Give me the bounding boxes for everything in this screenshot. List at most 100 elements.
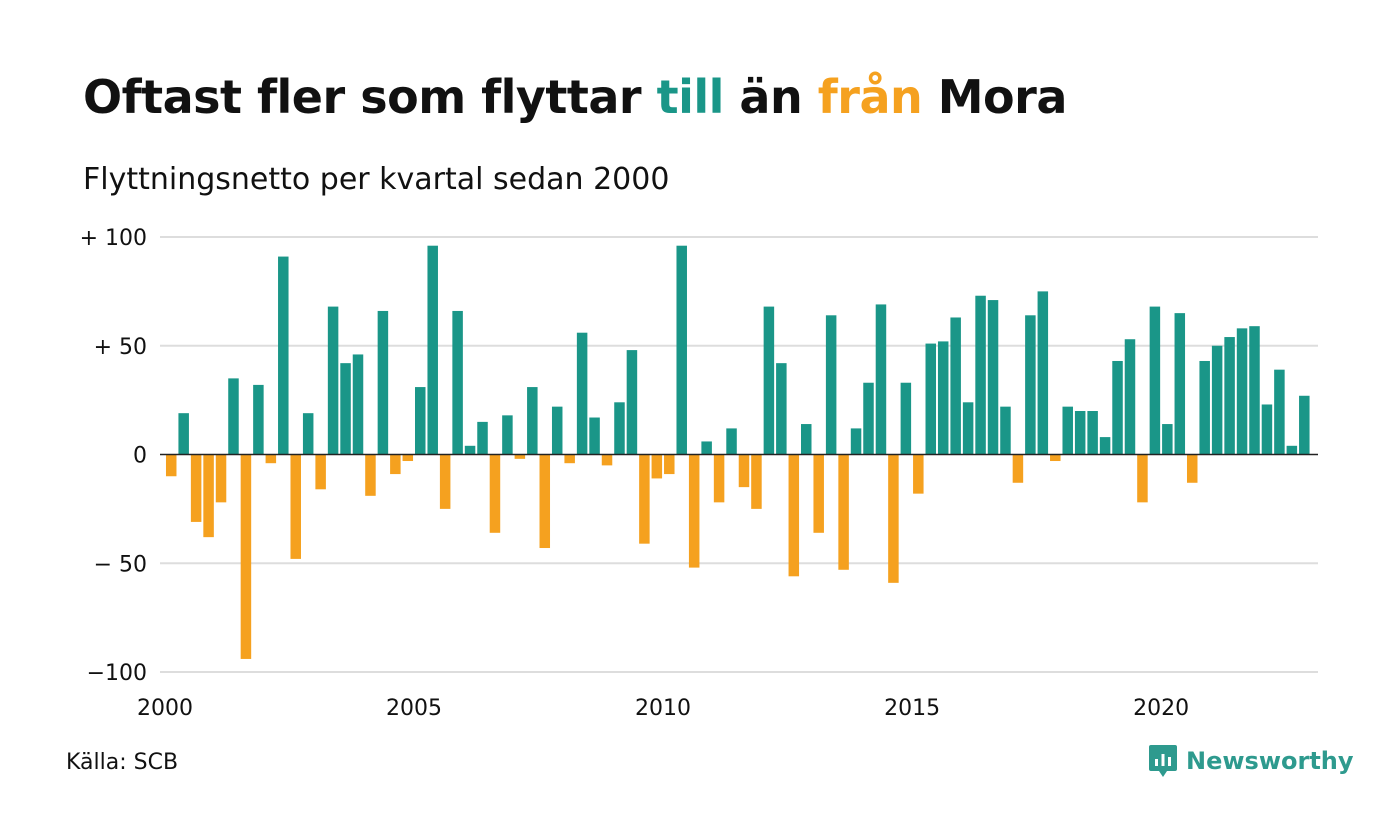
bar-positive xyxy=(925,343,937,455)
x-tick-label: 2015 xyxy=(884,696,940,721)
bar-negative xyxy=(813,454,824,533)
bar-positive xyxy=(178,413,189,455)
bar-positive xyxy=(1112,360,1123,455)
bar-positive xyxy=(863,382,874,455)
title-word-till: till xyxy=(656,70,725,124)
bar-positive xyxy=(1099,437,1111,455)
bar-positive xyxy=(1261,404,1273,455)
bar-positive xyxy=(1025,315,1036,455)
bar-negative xyxy=(240,454,252,659)
bar-positive xyxy=(302,413,314,455)
bar-positive xyxy=(850,428,862,455)
bar-negative xyxy=(888,454,899,583)
bar-positive xyxy=(1236,328,1248,455)
bar-negative xyxy=(390,454,401,475)
bar-positive xyxy=(589,417,600,455)
newsworthy-logo-icon xyxy=(1149,745,1177,777)
bar-positive xyxy=(1062,406,1073,455)
source-note: Källa: SCB xyxy=(66,750,179,775)
bar-positive xyxy=(576,332,588,455)
bar-positive xyxy=(1074,411,1086,455)
bar-positive xyxy=(452,310,463,455)
bar-positive xyxy=(278,256,289,455)
bar-positive xyxy=(1299,395,1310,455)
bar-positive xyxy=(900,382,912,455)
bar-positive xyxy=(1124,339,1136,455)
bar-negative xyxy=(215,454,227,503)
bar-negative xyxy=(265,454,277,464)
bar-positive xyxy=(477,421,488,455)
bar-positive xyxy=(962,402,974,455)
bar-positive xyxy=(676,245,687,455)
bar-negative xyxy=(1137,454,1148,503)
bars xyxy=(165,245,1310,659)
bar-negative xyxy=(290,454,301,559)
bar-positive xyxy=(464,445,476,455)
bar-positive xyxy=(763,306,775,455)
bar-negative xyxy=(1186,454,1198,483)
bar-negative xyxy=(539,454,551,549)
bar-positive xyxy=(801,424,812,455)
bar-positive xyxy=(1224,337,1235,455)
bar-positive xyxy=(975,295,986,455)
bar-negative xyxy=(1050,454,1061,462)
bar-negative xyxy=(913,454,924,494)
bar-positive xyxy=(327,306,339,455)
y-tick-label: −100 xyxy=(87,661,147,686)
bar-positive xyxy=(228,378,239,455)
bar-positive xyxy=(937,341,949,455)
bar-positive xyxy=(825,315,837,455)
bar-negative xyxy=(489,454,501,533)
bar-negative xyxy=(639,454,650,544)
y-tick-label: 0 xyxy=(133,444,147,469)
bar-positive xyxy=(551,406,563,455)
bar-positive xyxy=(1249,326,1260,455)
bar-positive xyxy=(415,387,426,455)
bar-negative xyxy=(713,454,725,503)
grid-lines xyxy=(160,236,1318,673)
title-part-2: än xyxy=(723,70,818,124)
bar-positive xyxy=(1037,291,1049,455)
bar-positive xyxy=(427,245,438,455)
title-part-1: Oftast fler som flyttar xyxy=(83,70,657,124)
x-tick-label: 2020 xyxy=(1133,696,1189,721)
bar-positive xyxy=(701,441,712,455)
bar-positive xyxy=(987,300,999,455)
x-tick-label: 2010 xyxy=(635,696,691,721)
bar-positive xyxy=(377,310,389,455)
bar-negative xyxy=(190,454,202,522)
bar-negative xyxy=(601,454,613,466)
bar-negative xyxy=(651,454,663,479)
y-tick-label: − 50 xyxy=(94,552,147,577)
bar-positive xyxy=(1087,411,1098,455)
bar-positive xyxy=(1174,313,1186,455)
bar-negative xyxy=(365,454,376,496)
chart-subtitle: Flyttningsnetto per kvartal sedan 2000 xyxy=(83,162,670,197)
bar-positive xyxy=(626,350,638,455)
title-part-3: Mora xyxy=(922,70,1068,124)
bar-positive xyxy=(950,317,961,455)
bar-negative xyxy=(838,454,849,570)
bar-positive xyxy=(340,363,351,455)
bar-positive xyxy=(1274,369,1285,455)
bar-negative xyxy=(1012,454,1024,483)
bar-positive xyxy=(1211,345,1223,455)
bar-positive xyxy=(1000,406,1011,455)
bar-positive xyxy=(875,304,887,455)
bar-negative xyxy=(664,454,675,475)
y-tick-label: + 100 xyxy=(80,226,147,251)
bar-negative xyxy=(439,454,451,509)
brand-logo: Newsworthy xyxy=(1148,744,1354,778)
chart-title: Oftast fler som flyttar till än från Mor… xyxy=(83,70,1067,124)
bar-positive xyxy=(502,415,513,455)
brand-name: Newsworthy xyxy=(1186,747,1354,775)
bar-positive xyxy=(253,384,264,455)
bar-negative xyxy=(738,454,750,488)
axes: + 100 + 50 0 − 50 −100 2000 2005 2010 2015 2020 xyxy=(80,226,1318,721)
bar-positive xyxy=(1199,360,1210,455)
x-tick-label: 2005 xyxy=(386,696,442,721)
bar-negative xyxy=(688,454,700,568)
title-word-fran: från xyxy=(817,70,923,124)
bar-negative xyxy=(165,454,177,477)
